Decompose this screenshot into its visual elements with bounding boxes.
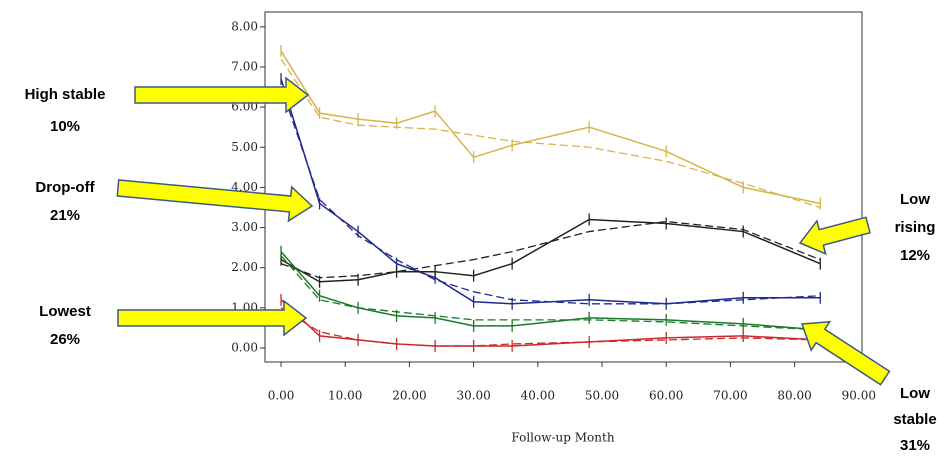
x-tick-label: 60.00	[649, 389, 683, 403]
annotation-share: 10%	[50, 118, 80, 135]
annotation-share: 21%	[50, 207, 80, 224]
x-tick-label: 0.00	[268, 389, 295, 403]
x-tick-label: 20.00	[392, 389, 426, 403]
series-line	[280, 218, 821, 283]
annotation-share: 26%	[50, 331, 80, 348]
x-tick-label: 10.00	[328, 389, 362, 403]
annotation-arrow	[117, 299, 308, 337]
annotation-arrow	[800, 320, 891, 386]
x-tick-label: 80.00	[777, 389, 811, 403]
annotation-share: 12%	[900, 247, 930, 264]
x-tick-label: 70.00	[713, 389, 747, 403]
x-axis-label: Follow-up Month	[511, 431, 614, 445]
annotation-arrow	[116, 179, 314, 223]
y-tick-label: 8.00	[231, 19, 258, 33]
y-tick-label: 2.00	[231, 260, 258, 274]
y-tick-label: 5.00	[231, 140, 258, 154]
plot-frame	[264, 11, 863, 363]
x-tick-label: 30.00	[456, 389, 490, 403]
annotation: Drop-off 21%	[35, 179, 95, 224]
y-tick-label: 7.00	[231, 59, 258, 73]
series-line	[280, 299, 821, 347]
fitted-line	[280, 58, 821, 209]
annotation-name: rising	[895, 219, 936, 236]
y-tick-label: 0.00	[231, 340, 258, 354]
annotation: Low stable 31%	[893, 385, 936, 454]
series-line	[280, 251, 821, 331]
annotation-name: Low	[900, 385, 930, 402]
x-tick-label: 90.00	[842, 389, 876, 403]
annotation: Low rising 12%	[895, 191, 936, 264]
annotation-name: Low	[900, 191, 930, 208]
annotation: High stable 10%	[25, 86, 106, 135]
annotation-arrow	[134, 76, 310, 114]
annotation-share: 31%	[900, 437, 930, 454]
annotation-name: High stable	[25, 86, 106, 103]
fitted-line	[280, 255, 821, 331]
x-tick-label: 50.00	[585, 389, 619, 403]
y-tick-label: 3.00	[231, 220, 258, 234]
annotation: Lowest 26%	[39, 303, 91, 348]
annotation-name: Drop-off	[35, 179, 95, 196]
x-tick-label: 40.00	[521, 389, 555, 403]
annotation-name: Lowest	[39, 303, 91, 320]
series-line	[280, 78, 821, 305]
series-line	[280, 50, 821, 205]
annotation-arrow	[798, 216, 871, 256]
fitted-line	[280, 220, 821, 279]
annotation-name: stable	[893, 411, 936, 428]
